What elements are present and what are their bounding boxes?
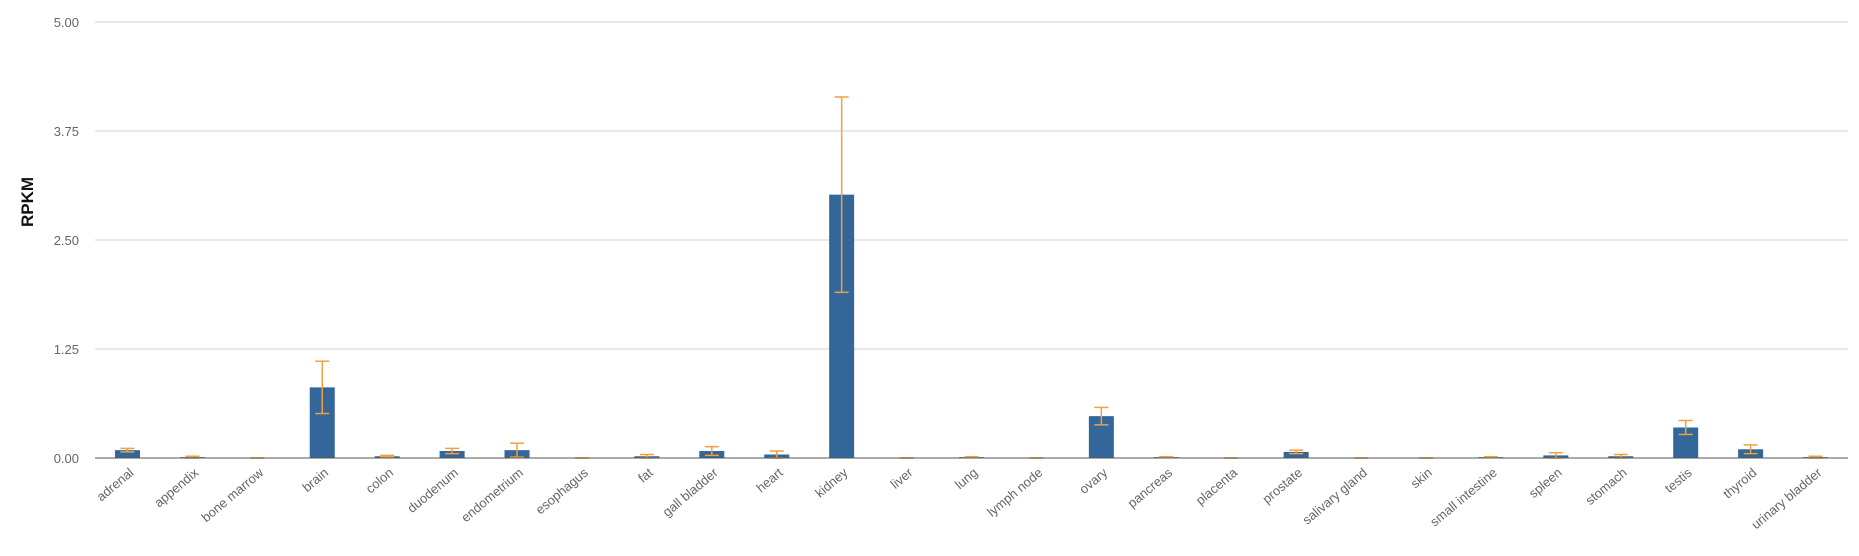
x-tick-label: duodenum	[404, 465, 461, 516]
error-bar	[510, 442, 525, 458]
x-tick-label: thyroid	[1720, 465, 1760, 502]
y-tick-label: 5.00	[54, 15, 79, 30]
error-bar	[834, 96, 849, 294]
error-bar	[315, 360, 330, 415]
bars	[114, 194, 1829, 458]
error-bar	[380, 454, 395, 458]
x-tick-label: skin	[1408, 465, 1435, 491]
error-bar	[639, 453, 654, 459]
x-tick-label: urinary bladder	[1748, 464, 1825, 532]
y-tick-label: 1.25	[54, 342, 79, 357]
error-bar	[120, 447, 135, 453]
error-bar	[445, 447, 460, 455]
error-bar	[1743, 444, 1758, 455]
error-bar	[1159, 455, 1174, 459]
x-tick-label: ovary	[1076, 464, 1110, 496]
x-tick-label: colon	[363, 465, 396, 496]
x-tick-label: salivary gland	[1299, 465, 1370, 528]
x-tick-label: kidney	[812, 464, 851, 500]
error-bar	[964, 455, 979, 459]
x-tick-label: heart	[753, 465, 786, 496]
x-tick-label: fat	[635, 465, 656, 486]
x-tick-label: small intestine	[1427, 465, 1500, 529]
x-tick-label: prostate	[1259, 465, 1305, 507]
x-tick-label: spleen	[1526, 465, 1565, 501]
x-tick-label: placenta	[1193, 464, 1241, 508]
error-bar	[704, 445, 719, 457]
gridlines	[95, 21, 1848, 350]
error-bars	[120, 96, 1823, 459]
error-bar	[1094, 406, 1109, 426]
x-tick-label: bone marrow	[198, 464, 266, 525]
x-tick-label: lung	[952, 465, 980, 492]
x-tick-label: stomach	[1582, 465, 1629, 508]
error-bar	[1613, 453, 1628, 459]
bar	[439, 451, 465, 458]
y-tick-label: 3.75	[54, 124, 79, 139]
x-tick-label: brain	[299, 465, 331, 495]
x-tick-label: gall bladder	[660, 464, 722, 519]
x-tick-label: esophagus	[532, 464, 591, 517]
bar	[114, 450, 140, 458]
error-bar	[1483, 455, 1498, 459]
y-axis-ticks: 0.00 1.25 2.50 3.75 5.00	[54, 15, 79, 466]
error-bar	[1289, 449, 1304, 455]
y-axis-label: RPKM	[18, 177, 37, 227]
x-tick-label: lymph node	[984, 465, 1045, 520]
x-tick-label: testis	[1662, 464, 1695, 495]
x-tick-label: endometrium	[458, 465, 526, 525]
x-tick-label: pancreas	[1125, 464, 1176, 510]
y-tick-label: 2.50	[54, 233, 79, 248]
bar	[1283, 451, 1309, 458]
error-bar	[1678, 419, 1693, 436]
x-tick-label: appendix	[151, 464, 201, 510]
x-tick-label: adrenal	[94, 465, 137, 504]
y-tick-label: 0.00	[54, 451, 79, 466]
x-tick-label: liver	[888, 464, 916, 491]
